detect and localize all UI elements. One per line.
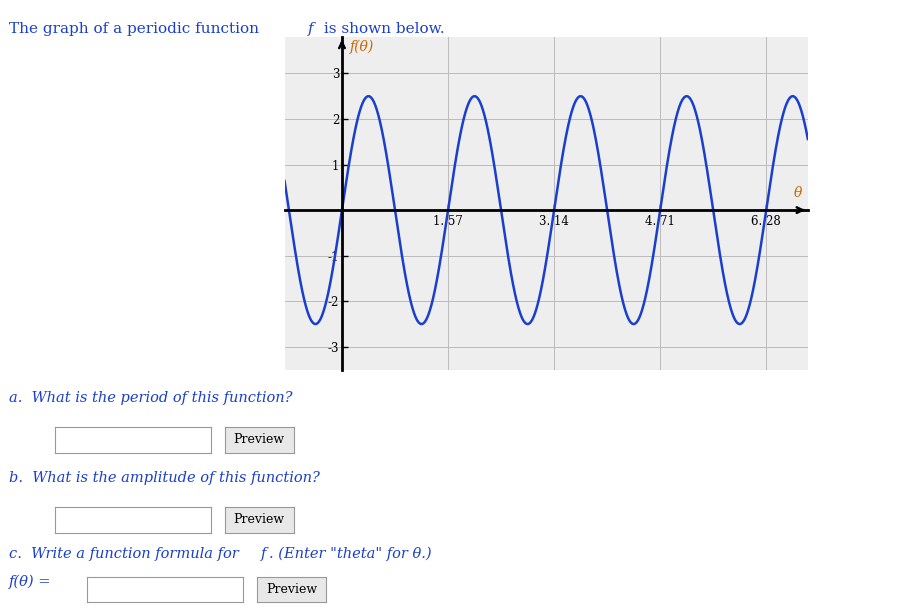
Text: θ: θ (794, 186, 802, 200)
Text: f(θ): f(θ) (350, 39, 375, 54)
Text: f: f (308, 22, 313, 36)
Text: Preview: Preview (234, 513, 285, 527)
Text: The graph of a periodic function: The graph of a periodic function (9, 22, 264, 36)
Text: a.  What is the period of this function?: a. What is the period of this function? (9, 391, 293, 405)
Text: . (Enter "theta" for θ.): . (Enter "theta" for θ.) (269, 547, 431, 561)
Text: is shown below.: is shown below. (319, 22, 445, 36)
Text: f(θ) =: f(θ) = (9, 574, 51, 588)
Text: c.  Write a function formula for: c. Write a function formula for (9, 547, 243, 561)
Text: Preview: Preview (266, 583, 317, 596)
Text: f: f (261, 547, 266, 561)
Text: b.  What is the amplitude of this function?: b. What is the amplitude of this functio… (9, 471, 320, 485)
Text: Preview: Preview (234, 433, 285, 447)
